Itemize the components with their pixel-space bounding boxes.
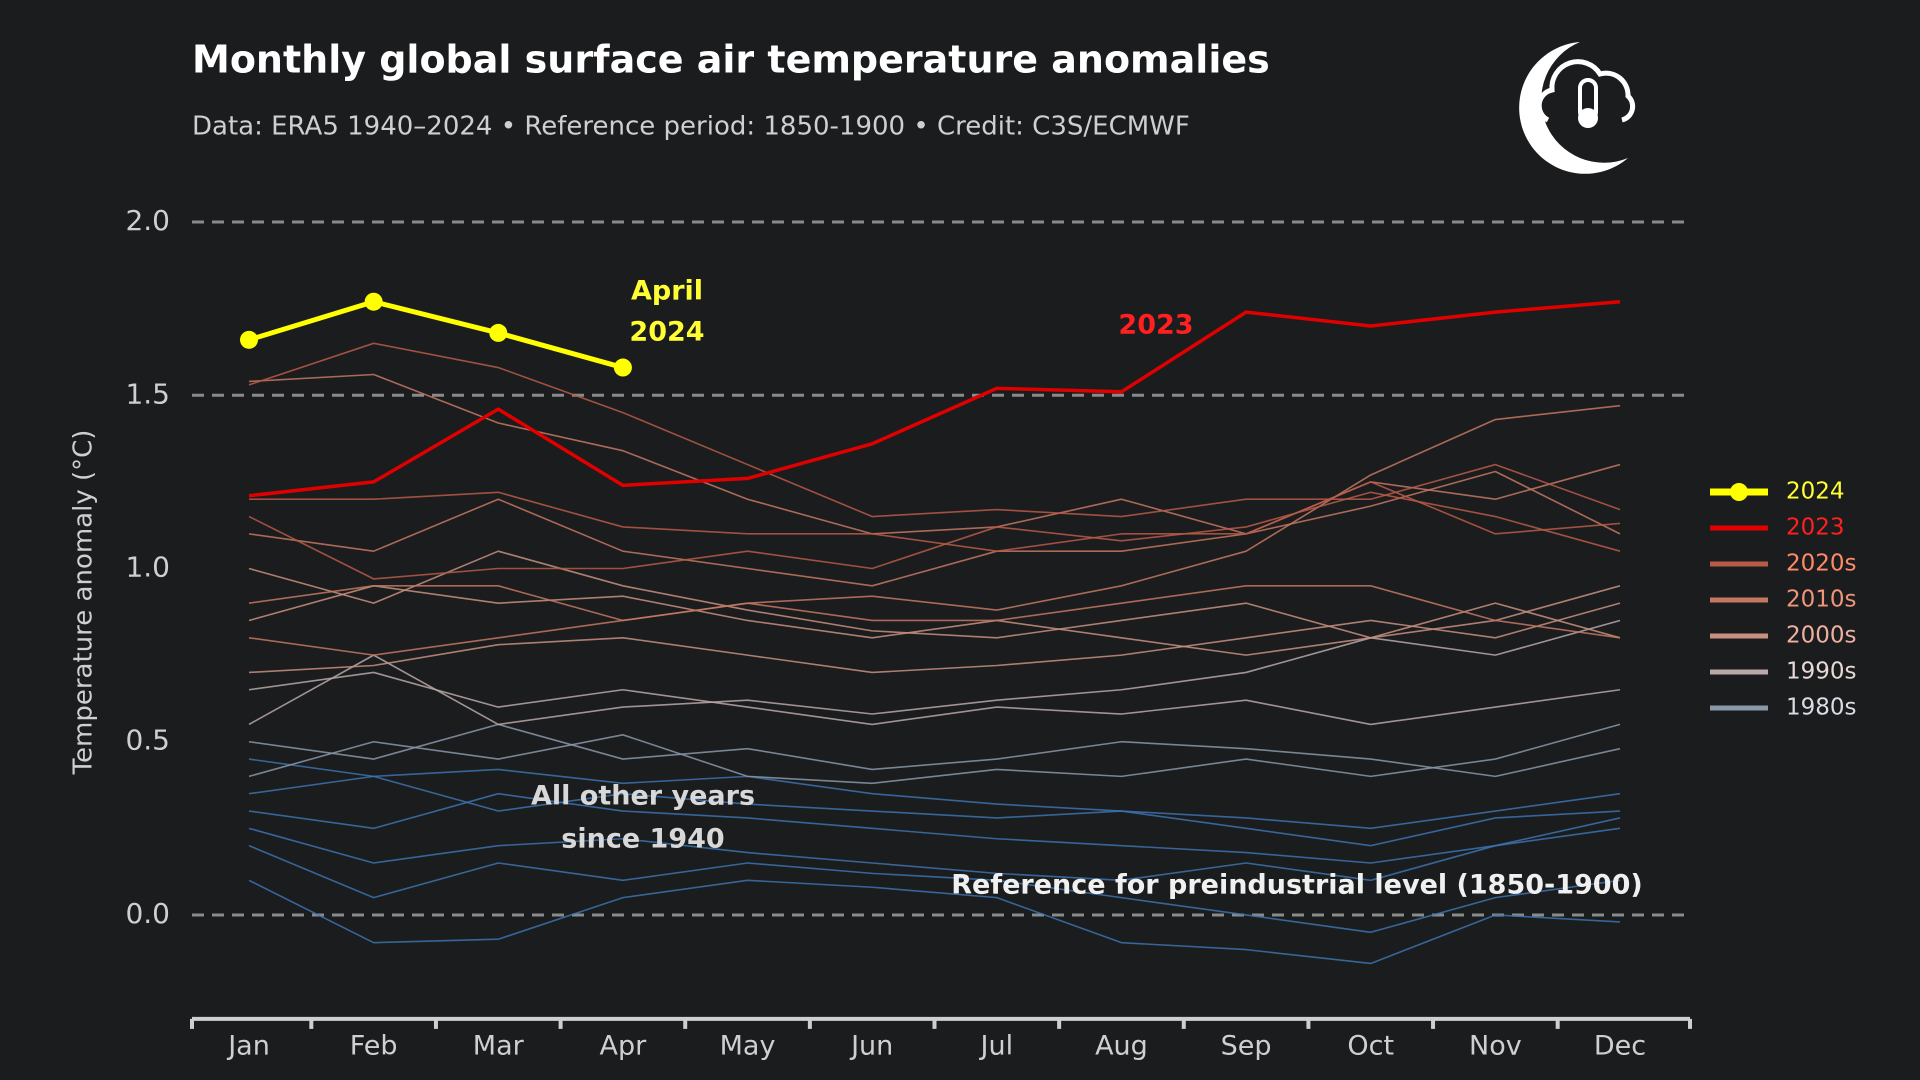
legend-label: 2000s: [1786, 623, 1857, 649]
other-year-line: [248, 879, 1621, 965]
series-line: [248, 299, 1621, 498]
decade-line: [248, 463, 1621, 587]
other-year-line: [248, 758, 1621, 830]
chart-title: Monthly global surface air temperature a…: [192, 38, 1270, 82]
other-year-line: [248, 775, 1621, 847]
legend-label: 2020s: [1786, 551, 1857, 577]
legend-label: 2024: [1786, 479, 1845, 505]
x-tick-label: Mar: [473, 1031, 525, 1062]
x-tick-label: Feb: [350, 1031, 398, 1062]
legend-label: 2010s: [1786, 587, 1857, 613]
annotation: April: [631, 276, 703, 307]
x-tick-label: May: [720, 1031, 776, 1062]
decade-line: [248, 491, 1621, 580]
annotation: since 1940: [561, 824, 724, 855]
annotation: Reference for preindustrial level (1850-…: [951, 870, 1642, 901]
x-tick-label: Aug: [1095, 1031, 1148, 1062]
x-tick-label: Dec: [1594, 1031, 1646, 1062]
other-year-line: [248, 817, 1621, 882]
x-tick-label: Jul: [979, 1031, 1014, 1062]
y-tick-label: 0.0: [125, 897, 170, 930]
annotation: 2023: [1118, 310, 1193, 341]
series-marker: [364, 292, 383, 311]
x-tick-label: Jun: [849, 1031, 893, 1062]
decade-line: [248, 404, 1621, 622]
legend-label: 1980s: [1786, 695, 1857, 721]
decade-line: [248, 342, 1621, 518]
y-tick-label: 0.5: [125, 724, 170, 757]
decade-line: [248, 585, 1621, 656]
series-line: [248, 299, 624, 370]
chart-subtitle: Data: ERA5 1940–2024 • Reference period:…: [192, 112, 1190, 142]
decade-line: [248, 602, 1621, 674]
decade-line: [248, 550, 1621, 639]
logo: [1519, 42, 1636, 174]
x-tick-label: Apr: [600, 1031, 648, 1062]
other-year-line: [248, 792, 1621, 864]
decade-line: [248, 723, 1621, 785]
decade-line: [249, 481, 1621, 552]
decade-line: [248, 373, 1621, 535]
y-axis-label: Temperature anomaly (°C): [69, 430, 99, 776]
decade-line: [248, 619, 1621, 726]
y-tick-label: 1.0: [125, 551, 170, 584]
decade-line: [248, 671, 1621, 726]
x-tick-label: Nov: [1469, 1031, 1522, 1062]
x-tick-label: Oct: [1347, 1031, 1394, 1062]
series-marker: [613, 358, 632, 377]
series-marker: [489, 323, 508, 342]
legend-label: 1990s: [1786, 659, 1857, 685]
legend-marker: [1730, 483, 1748, 501]
decade-line: [248, 723, 1621, 778]
annotation: All other years: [531, 781, 755, 812]
x-tick-label: Jan: [226, 1031, 270, 1062]
annotation: 2024: [629, 317, 704, 348]
decade-line: [248, 585, 1621, 656]
x-tick-label: Sep: [1221, 1031, 1272, 1062]
y-tick-label: 2.0: [125, 204, 170, 237]
y-tick-label: 1.5: [125, 377, 170, 410]
series-marker: [240, 330, 258, 349]
other-year-line: [248, 844, 1621, 934]
legend-label: 2023: [1786, 515, 1845, 541]
